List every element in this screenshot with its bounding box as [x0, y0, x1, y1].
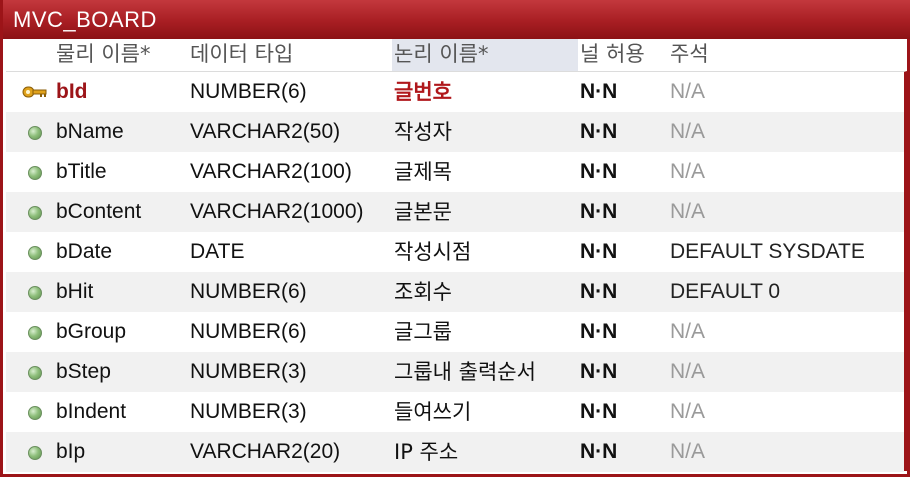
- data-type: VARCHAR2(100): [190, 160, 352, 183]
- physical-name: bStep: [56, 360, 111, 383]
- data-type: NUMBER(6): [190, 80, 307, 103]
- table-row[interactable]: bGroup NUMBER(6) 글그룹 N·N N/A: [6, 312, 904, 352]
- physical-name: bName: [56, 120, 124, 143]
- column-dot-icon: [20, 352, 50, 392]
- header-data-type[interactable]: 데이터 타입: [190, 42, 294, 66]
- nullable: N·N: [580, 240, 618, 263]
- column-dot-icon: [20, 272, 50, 312]
- physical-name: bDate: [56, 240, 113, 263]
- physical-name: bTitle: [56, 160, 107, 183]
- nullable: N·N: [580, 80, 618, 103]
- table-row[interactable]: bIp VARCHAR2(20) IP 주소 N·N N/A: [6, 432, 904, 472]
- logical-name: IP 주소: [394, 440, 459, 464]
- physical-name: bIp: [56, 440, 86, 463]
- nullable: N·N: [580, 280, 618, 303]
- table-row[interactable]: bTitle VARCHAR2(100) 글제목 N·N N/A: [6, 152, 904, 192]
- data-type: VARCHAR2(1000): [190, 200, 364, 223]
- nullable: N·N: [580, 120, 618, 143]
- comment: DEFAULT 0: [670, 280, 781, 303]
- data-type: VARCHAR2(20): [190, 440, 341, 463]
- physical-name: bId: [56, 80, 88, 103]
- comment: N/A: [670, 400, 706, 423]
- nullable: N·N: [580, 320, 618, 343]
- comment: N/A: [670, 80, 706, 103]
- data-type: NUMBER(6): [190, 320, 307, 343]
- column-dot-icon: [20, 192, 50, 232]
- table-row[interactable]: bDate DATE 작성시점 N·N DEFAULT SYSDATE: [6, 232, 904, 272]
- physical-name: bContent: [56, 200, 142, 223]
- data-type: DATE: [190, 240, 245, 263]
- column-dot-icon: [20, 312, 50, 352]
- logical-name: 작성시점: [394, 240, 472, 264]
- nullable: N·N: [580, 440, 618, 463]
- logical-name: 조회수: [394, 280, 452, 304]
- header-comment[interactable]: 주석: [670, 42, 709, 66]
- logical-name: 글번호: [394, 80, 452, 104]
- column-dot-icon: [20, 112, 50, 152]
- comment: N/A: [670, 320, 706, 343]
- column-dot-icon: [20, 392, 50, 432]
- table-row[interactable]: bHit NUMBER(6) 조회수 N·N DEFAULT 0: [6, 272, 904, 312]
- table-title[interactable]: MVC_BOARD: [3, 0, 910, 39]
- logical-name: 글제목: [394, 160, 452, 184]
- physical-name: bGroup: [56, 320, 127, 343]
- comment: N/A: [670, 360, 706, 383]
- data-type: NUMBER(3): [190, 360, 307, 383]
- comment: N/A: [670, 120, 706, 143]
- nullable: N·N: [580, 200, 618, 223]
- logical-name: 그룹내 출력순서: [394, 360, 536, 384]
- column-dot-icon: [20, 152, 50, 192]
- comment: DEFAULT SYSDATE: [670, 240, 865, 263]
- table-row[interactable]: bStep NUMBER(3) 그룹내 출력순서 N·N N/A: [6, 352, 904, 392]
- column-dot-icon: [20, 232, 50, 272]
- physical-name: bIndent: [56, 400, 127, 423]
- header-logical-name[interactable]: 논리 이름*: [392, 39, 578, 71]
- column-dot-icon: [20, 432, 50, 472]
- data-type: NUMBER(3): [190, 400, 307, 423]
- comment: N/A: [670, 440, 706, 463]
- data-type: NUMBER(6): [190, 280, 307, 303]
- nullable: N·N: [580, 400, 618, 423]
- header-nullable[interactable]: 널 허용: [580, 42, 645, 66]
- primary-key-icon: [20, 72, 50, 112]
- comment: N/A: [670, 200, 706, 223]
- nullable: N·N: [580, 360, 618, 383]
- table-row[interactable]: bIndent NUMBER(3) 들여쓰기 N·N N/A: [6, 392, 904, 432]
- logical-name: 글본문: [394, 200, 452, 224]
- data-type: VARCHAR2(50): [190, 120, 341, 143]
- nullable: N·N: [580, 160, 618, 183]
- logical-name: 들여쓰기: [394, 400, 472, 424]
- header-physical-name[interactable]: 물리 이름*: [56, 42, 151, 66]
- table-row[interactable]: bId NUMBER(6) 글번호 N·N N/A: [6, 72, 904, 112]
- table-row[interactable]: bContent VARCHAR2(1000) 글본문 N·N N/A: [6, 192, 904, 232]
- physical-name: bHit: [56, 280, 94, 303]
- table-row[interactable]: bName VARCHAR2(50) 작성자 N·N N/A: [6, 112, 904, 152]
- comment: N/A: [670, 160, 706, 183]
- logical-name: 글그룹: [394, 320, 452, 344]
- logical-name: 작성자: [394, 120, 452, 144]
- column-header-row: 물리 이름* 데이터 타입 논리 이름* 널 허용 주석: [6, 39, 907, 71]
- column-list: bId NUMBER(6) 글번호 N·N N/A bName VARCHAR2…: [6, 71, 907, 472]
